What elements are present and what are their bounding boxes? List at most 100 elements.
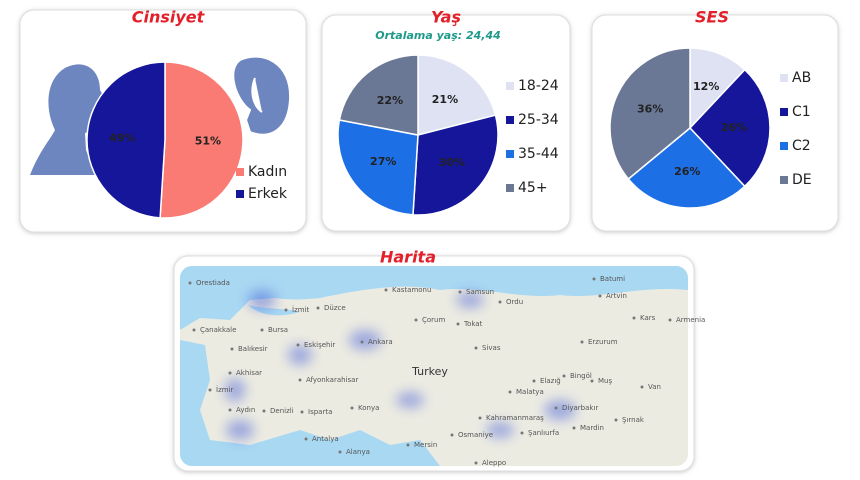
data-label: 36% <box>637 102 663 115</box>
pie-slice <box>338 54 419 136</box>
legend-label: C2 <box>792 138 811 154</box>
city-label: Şırnak <box>622 416 645 424</box>
data-label: 21% <box>432 93 458 106</box>
city-label: Şanlıurfa <box>528 429 559 437</box>
city-label: Muş <box>598 377 612 385</box>
pie-slice <box>86 61 166 219</box>
data-label: 27% <box>370 155 396 168</box>
city-label: Isparta <box>308 408 332 416</box>
sea <box>180 340 440 466</box>
city-dot <box>228 408 232 412</box>
city-label: Denizli <box>270 407 294 415</box>
pie-slice <box>159 61 244 219</box>
city-label: Osmaniye <box>458 431 493 439</box>
city-label: Kastamonu <box>392 286 431 294</box>
city-dot <box>284 308 288 312</box>
data-label: 49% <box>109 132 135 145</box>
city-dot <box>592 277 596 281</box>
city-label: Balıkesir <box>238 345 268 353</box>
city-label: Düzce <box>324 304 346 312</box>
city-label: Mardin <box>580 424 604 432</box>
legend-label: AB <box>792 70 811 86</box>
city-label: Erzurum <box>588 338 618 346</box>
legend-swatch <box>506 82 514 90</box>
city-label: Malatya <box>516 388 544 396</box>
legend-swatch <box>780 142 788 150</box>
city-label: Antalya <box>312 435 339 443</box>
city-dot <box>228 371 232 375</box>
city-label: Bingöl <box>570 372 592 380</box>
pie-slice <box>688 68 771 188</box>
city-label: Sivas <box>482 344 501 352</box>
city-label: Elazığ <box>540 377 561 385</box>
city-dot <box>406 443 410 447</box>
city-label: Orestiada <box>196 279 230 287</box>
data-label: 26% <box>674 165 700 178</box>
legend-label: Kadın <box>248 164 287 180</box>
city-dot <box>208 388 212 392</box>
data-label: 26% <box>721 121 747 134</box>
chart-title: Cinsiyet <box>132 8 206 27</box>
city-label: Artvin <box>606 292 627 300</box>
legend-label: 25-34 <box>518 112 559 128</box>
city-dot <box>188 281 192 285</box>
legend-swatch <box>506 150 514 158</box>
city-dot <box>230 347 234 351</box>
data-label: 30% <box>439 156 465 169</box>
legend-label: 35-44 <box>518 146 559 162</box>
legend-swatch <box>780 176 788 184</box>
city-label: Eskişehir <box>304 341 335 349</box>
city-dot <box>508 390 512 394</box>
city-dot <box>316 306 320 310</box>
city-dot <box>474 461 478 465</box>
city-label: Kars <box>640 314 656 322</box>
pie-slice <box>689 47 746 130</box>
pie-slice <box>609 47 691 181</box>
map-country: Turkey <box>411 365 448 378</box>
chart-subtitle: Ortalama yaş: 24,44 <box>375 29 501 42</box>
city-dot <box>614 418 618 422</box>
data-label: 51% <box>195 134 221 147</box>
city-dot <box>456 322 460 326</box>
city-dot <box>450 433 454 437</box>
silhouette <box>232 55 292 136</box>
legend-swatch <box>506 184 514 192</box>
city-label: İzmit <box>292 305 310 314</box>
city-label: Ankara <box>368 338 393 346</box>
heat <box>456 292 484 308</box>
city-dot <box>640 385 644 389</box>
city-dot <box>262 409 266 413</box>
city-dot <box>414 318 418 322</box>
heat <box>396 392 424 408</box>
city-dot <box>350 406 354 410</box>
map <box>180 266 688 466</box>
city-dot <box>562 374 566 378</box>
heat <box>288 345 312 365</box>
legend-label: Erkek <box>248 186 288 202</box>
city-dot <box>260 328 264 332</box>
city-dot <box>360 340 364 344</box>
silhouette <box>30 64 106 175</box>
legend-swatch <box>780 74 788 82</box>
data-label: 22% <box>377 94 403 107</box>
chart-title: Yaş <box>431 8 461 27</box>
chart-title: SES <box>695 8 729 27</box>
city-dot <box>590 379 594 383</box>
city-label: Ordu <box>506 298 523 306</box>
city-label: İzmir <box>216 385 234 394</box>
city-label: Batumi <box>600 275 625 283</box>
city-label: Afyonkarahisar <box>306 376 358 384</box>
legend-label: 18-24 <box>518 78 559 94</box>
city-label: Çorum <box>422 316 445 324</box>
city-dot <box>384 288 388 292</box>
legend-swatch <box>506 116 514 124</box>
city-dot <box>474 346 478 350</box>
city-label: Konya <box>358 404 379 412</box>
city-label: Tokat <box>463 320 483 328</box>
heat <box>544 400 576 420</box>
map-title: Harita <box>380 248 436 267</box>
city-label: Akhisar <box>236 369 262 377</box>
city-dot <box>572 426 576 430</box>
city-label: Armenia <box>676 316 705 324</box>
